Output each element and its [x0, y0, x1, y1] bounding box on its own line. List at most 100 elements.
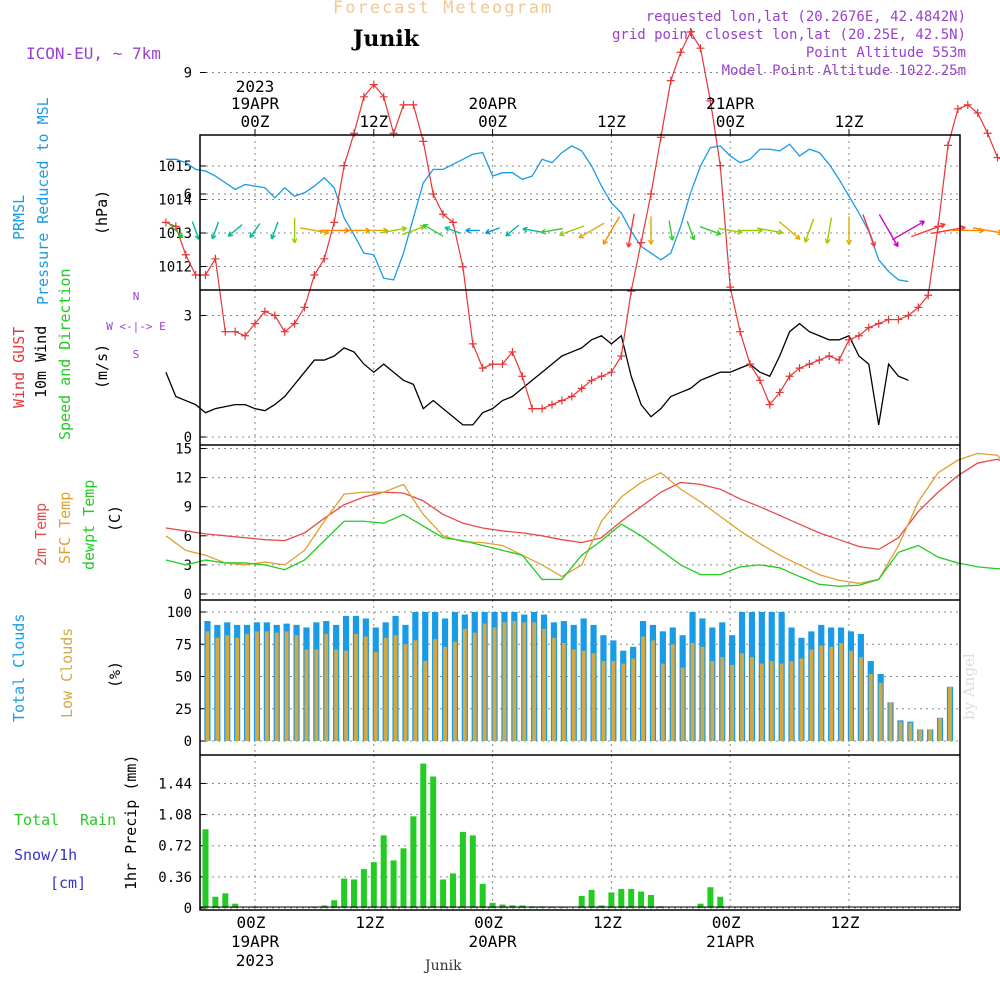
- gust-marker: [914, 303, 923, 312]
- gust-marker: [379, 92, 388, 101]
- gust-marker: [755, 376, 764, 385]
- wind-arrow-head: [465, 227, 471, 234]
- gust-marker: [805, 360, 814, 369]
- rain-bar: [469, 835, 476, 908]
- gust-marker: [488, 360, 497, 369]
- compass-s: S: [133, 348, 140, 361]
- rain-bar: [212, 896, 219, 908]
- rain-bar: [360, 869, 367, 908]
- low-cloud-bar: [522, 622, 527, 741]
- wind-arrow-head: [177, 232, 184, 239]
- low-cloud-bar: [225, 635, 230, 741]
- low-cloud-bar: [453, 641, 457, 741]
- wind-arrow: [686, 220, 695, 241]
- wind-arrow: [892, 220, 925, 241]
- top-date-1: 20APR: [469, 94, 518, 113]
- sfc-temp-label: SFC Temp: [56, 492, 74, 564]
- low-cloud-bar: [660, 663, 665, 741]
- low-cloud-bar: [324, 633, 329, 741]
- rain-bar: [341, 878, 348, 908]
- bottom-hour-2: 00Z: [474, 913, 503, 932]
- rain-bar: [707, 887, 714, 908]
- wind-arrow-head: [505, 231, 511, 237]
- ytick-3-1: 25: [175, 702, 192, 718]
- low-cloud-bar: [472, 632, 477, 741]
- ytick-1-3: 9: [184, 66, 192, 82]
- plot-frame: [199, 134, 961, 911]
- wind-arrow: [699, 226, 721, 235]
- low-cloud-bar: [759, 663, 764, 741]
- low-cloud-bar: [284, 631, 289, 741]
- pressure-unit: (hPa): [93, 190, 111, 235]
- low-cloud-bar: [443, 646, 447, 741]
- top-hour-3: 12Z: [597, 112, 626, 131]
- low-cloud-bar: [532, 622, 537, 741]
- rain-bar: [370, 862, 377, 908]
- gust-marker: [785, 372, 794, 381]
- gust-marker: [171, 222, 180, 231]
- low-cloud-bar: [274, 632, 279, 741]
- gust-marker: [944, 141, 952, 150]
- model-altitude: Model Point Altitude 1022.25m: [721, 63, 966, 79]
- gust-marker: [993, 153, 1000, 162]
- wind-arrow-head: [559, 230, 565, 237]
- snow-unit: [cm]: [50, 874, 86, 892]
- wind-arrow-head: [249, 232, 255, 239]
- top-hour-0: 00Z: [241, 112, 270, 131]
- low-cloud-bar: [878, 682, 883, 741]
- wind-arrow: [380, 227, 407, 234]
- footer-location: Junik: [425, 958, 462, 974]
- rain-bar: [717, 896, 724, 908]
- low-cloud-bar: [423, 661, 428, 741]
- low-cloud-bar: [928, 729, 933, 741]
- low-cloud-bar: [363, 636, 368, 741]
- top-year: 2023: [236, 77, 275, 96]
- low-cloud-bar: [502, 622, 507, 741]
- low-cloud-bar: [413, 640, 418, 741]
- wind-arrow: [826, 217, 833, 244]
- low-cloud-bar: [858, 657, 863, 741]
- compass-n: N: [133, 290, 140, 303]
- location-title: Junik: [353, 26, 419, 52]
- gust-marker: [439, 210, 448, 219]
- gust-marker: [963, 100, 972, 109]
- ytick-3-2: 50: [175, 670, 192, 686]
- wind-arrow: [911, 223, 946, 238]
- wind-arrow-head: [401, 225, 407, 232]
- wind-arrow: [522, 228, 542, 233]
- ytick-4-4: 1.44: [158, 776, 192, 792]
- low-cloud-bar: [948, 686, 952, 741]
- wind-arrow-head: [422, 224, 429, 230]
- rain-bar: [608, 892, 615, 908]
- gust-marker: [518, 372, 527, 381]
- low-cloud-bar: [552, 637, 556, 741]
- ytick-1-0: 0: [184, 430, 192, 446]
- rain-bar: [499, 904, 506, 908]
- gust-marker: [310, 271, 319, 279]
- wind-arrow-head: [291, 238, 298, 244]
- gust-marker: [340, 161, 349, 170]
- bottom-date-2: 21APR: [706, 932, 755, 951]
- ytick-3-3: 75: [175, 637, 192, 653]
- ytick-2-2: 6: [184, 529, 192, 545]
- wind-arrow: [249, 223, 261, 238]
- rain-bar: [232, 903, 239, 908]
- gust-marker: [241, 331, 250, 340]
- gust-marker: [716, 161, 725, 170]
- gust-marker: [528, 404, 537, 413]
- top-hour-2: 00Z: [478, 112, 507, 131]
- low-cloud-bar: [344, 650, 348, 741]
- wind-arrow-head: [940, 222, 946, 229]
- gust-marker: [607, 368, 616, 377]
- gust-marker: [429, 190, 438, 198]
- gust-marker: [686, 28, 695, 36]
- precip-unit: 1hr Precip (mm): [122, 755, 140, 890]
- wind-speed-line: [165, 322, 909, 426]
- low-cloud-bar: [641, 636, 645, 741]
- wind-arrow: [862, 214, 876, 247]
- wind-arrow-head: [794, 234, 801, 240]
- rain-bar: [252, 907, 258, 908]
- gust-marker: [458, 262, 467, 271]
- rain-bar: [450, 873, 456, 908]
- gust-marker: [627, 287, 636, 296]
